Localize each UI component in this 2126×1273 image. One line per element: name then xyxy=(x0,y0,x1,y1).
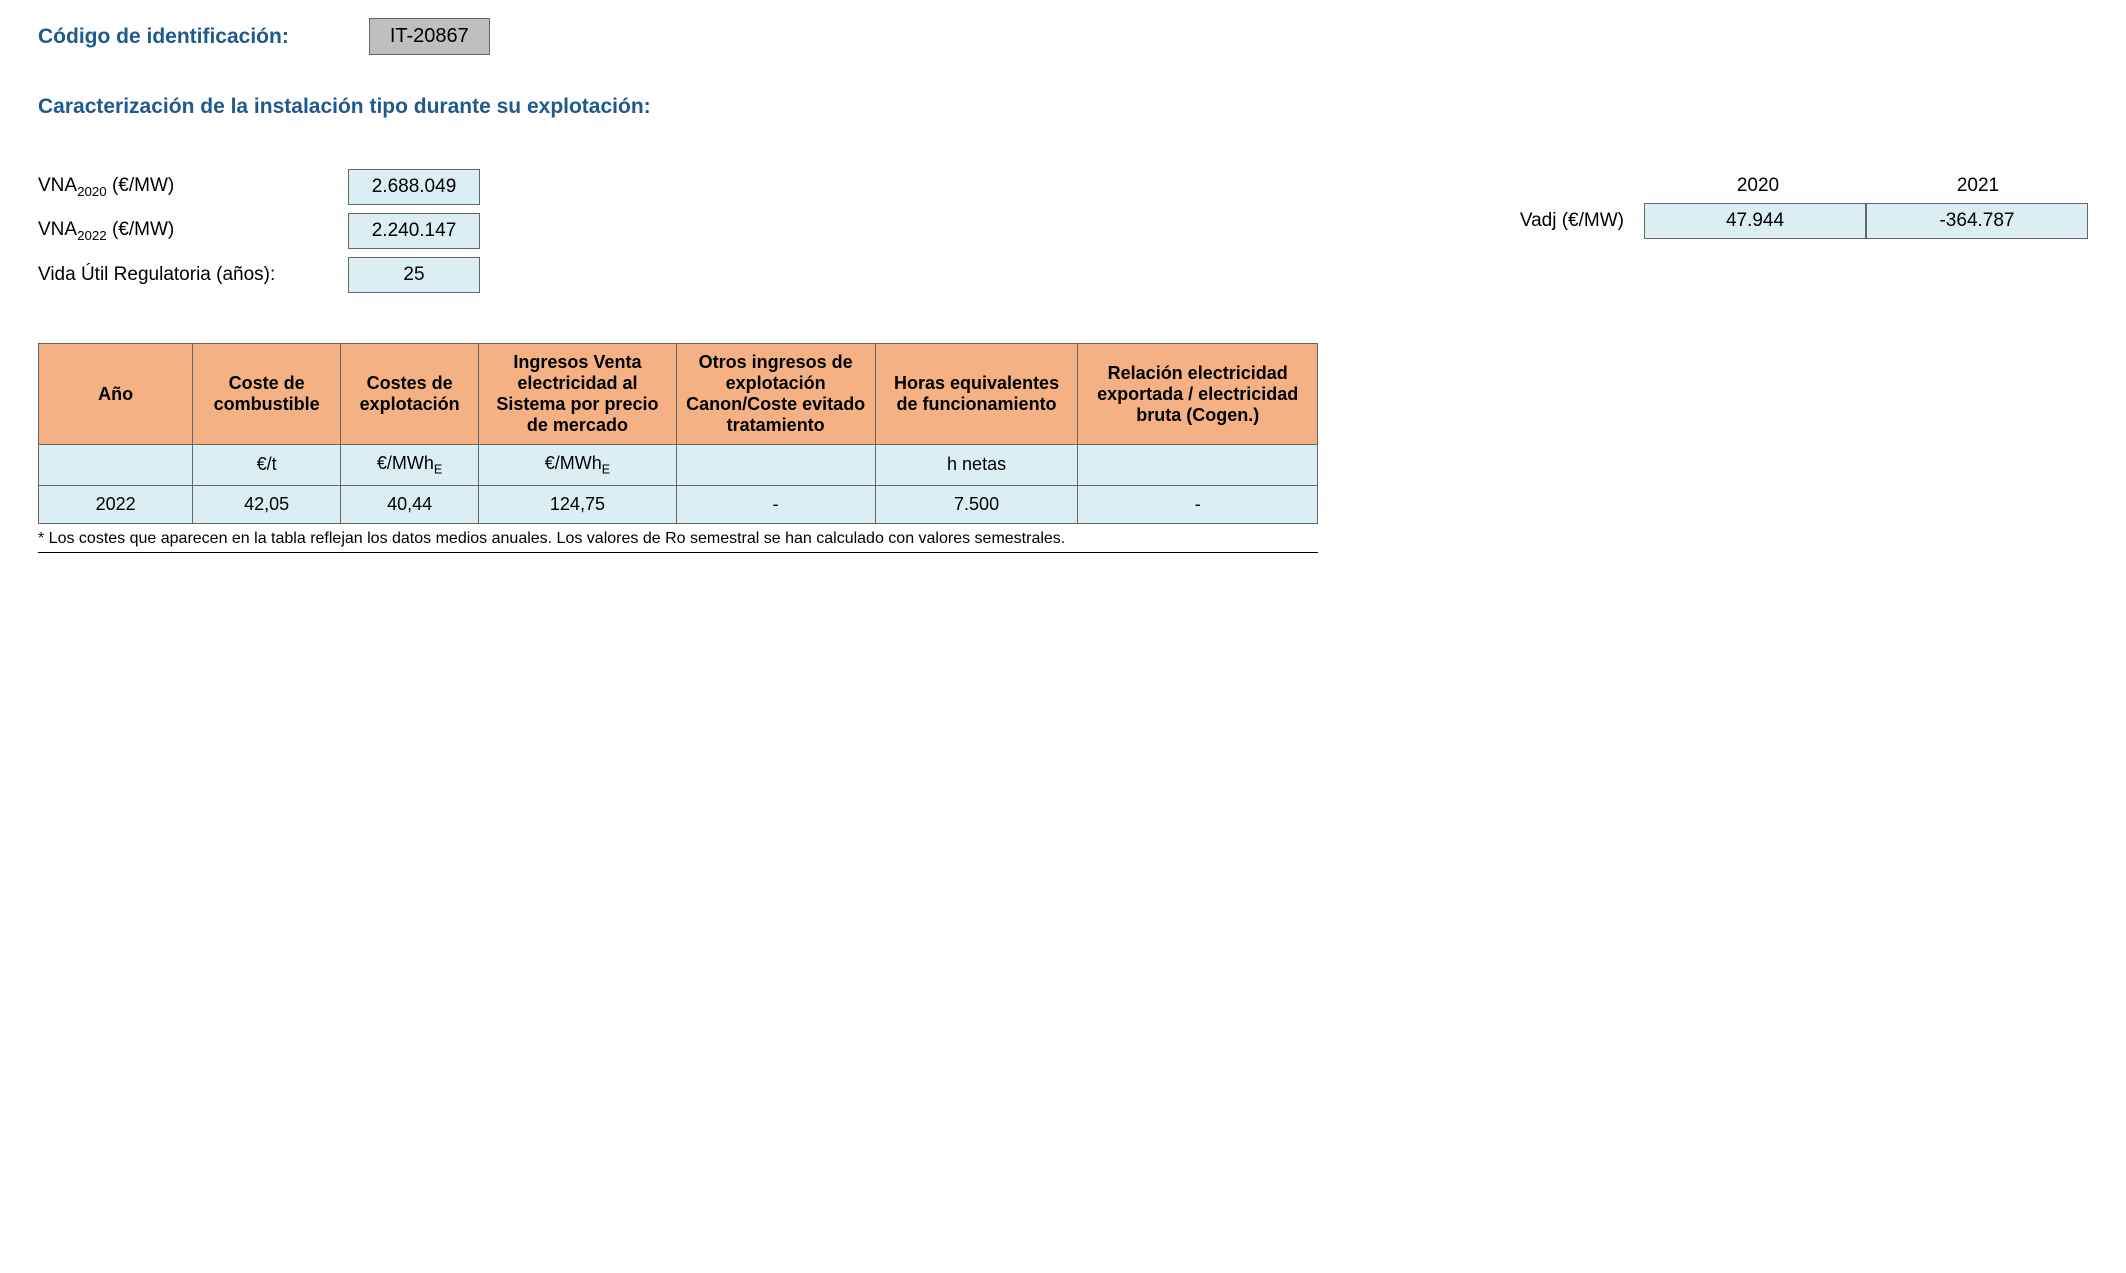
params-container: VNA2020 (€/MW) 2.688.049 VNA2022 (€/MW) … xyxy=(38,169,2088,293)
vadj-years: 2020 2021 xyxy=(1648,169,2088,203)
cell-ingresos: 124,75 xyxy=(479,485,676,523)
vadj-value2: -364.787 xyxy=(1866,203,2088,239)
th-otros: Otros ingresos de explotación Canon/Cost… xyxy=(676,344,875,445)
vna2022-label: VNA2022 (€/MW) xyxy=(38,219,348,243)
vna2020-label: VNA2020 (€/MW) xyxy=(38,175,348,199)
cell-relacion: - xyxy=(1078,485,1318,523)
params-left: VNA2020 (€/MW) 2.688.049 VNA2022 (€/MW) … xyxy=(38,169,480,293)
unit-expl-sub: E xyxy=(434,463,442,477)
vida-label: Vida Útil Regulatoria (años): xyxy=(38,264,348,286)
vna2020-post: (€/MW) xyxy=(107,175,175,196)
vna2022-post: (€/MW) xyxy=(107,219,175,240)
vna2020-pre: VNA xyxy=(38,175,77,196)
table-header-row: Año Coste de combustible Costes de explo… xyxy=(39,344,1318,445)
unit-expl-pre: €/MWh xyxy=(377,453,434,473)
th-combustible: Coste de combustible xyxy=(193,344,341,445)
section-title: Caracterización de la instalación tipo d… xyxy=(38,95,2088,119)
th-ano: Año xyxy=(39,344,193,445)
table-data-row: 2022 42,05 40,44 124,75 - 7.500 - xyxy=(39,485,1318,523)
vadj-label: Vadj (€/MW) xyxy=(1520,210,1644,232)
vadj-row: Vadj (€/MW) 47.944 -364.787 xyxy=(1520,203,2088,239)
vna2020-row: VNA2020 (€/MW) 2.688.049 xyxy=(38,169,480,205)
vida-value: 25 xyxy=(348,257,480,293)
vida-row: Vida Útil Regulatoria (años): 25 xyxy=(38,257,480,293)
unit-combustible: €/t xyxy=(193,445,341,486)
vna2020-value: 2.688.049 xyxy=(348,169,480,205)
unit-ingresos: €/MWhE xyxy=(479,445,676,486)
vadj-year2: 2021 xyxy=(1868,169,2088,203)
th-ingresos: Ingresos Venta electricidad al Sistema p… xyxy=(479,344,676,445)
unit-ing-sub: E xyxy=(602,463,610,477)
table-units-row: €/t €/MWhE €/MWhE h netas xyxy=(39,445,1318,486)
cell-combustible: 42,05 xyxy=(193,485,341,523)
unit-relacion xyxy=(1078,445,1318,486)
vadj-value1: 47.944 xyxy=(1644,203,1866,239)
vna2022-sub: 2022 xyxy=(77,228,107,243)
id-label: Código de identificación: xyxy=(38,25,289,49)
vna2022-row: VNA2022 (€/MW) 2.240.147 xyxy=(38,213,480,249)
id-code-box: IT-20867 xyxy=(369,18,490,55)
th-relacion: Relación electricidad exportada / electr… xyxy=(1078,344,1318,445)
unit-horas: h netas xyxy=(875,445,1078,486)
cell-otros: - xyxy=(676,485,875,523)
unit-otros xyxy=(676,445,875,486)
main-table: Año Coste de combustible Costes de explo… xyxy=(38,343,1318,524)
th-explotacion: Costes de explotación xyxy=(340,344,478,445)
unit-ing-pre: €/MWh xyxy=(545,453,602,473)
divider-line xyxy=(38,552,1318,553)
vadj-year1: 2020 xyxy=(1648,169,1868,203)
vadj-container: 2020 2021 Vadj (€/MW) 47.944 -364.787 xyxy=(1520,169,2088,293)
vna2022-pre: VNA xyxy=(38,219,77,240)
vna2022-value: 2.240.147 xyxy=(348,213,480,249)
unit-ano xyxy=(39,445,193,486)
header-row: Código de identificación: IT-20867 xyxy=(38,18,2088,55)
cell-horas: 7.500 xyxy=(875,485,1078,523)
th-horas: Horas equivalentes de funcionamiento xyxy=(875,344,1078,445)
cell-ano: 2022 xyxy=(39,485,193,523)
vna2020-sub: 2020 xyxy=(77,184,107,199)
footnote: * Los costes que aparecen en la tabla re… xyxy=(38,530,2088,548)
cell-explotacion: 40,44 xyxy=(340,485,478,523)
unit-explotacion: €/MWhE xyxy=(340,445,478,486)
